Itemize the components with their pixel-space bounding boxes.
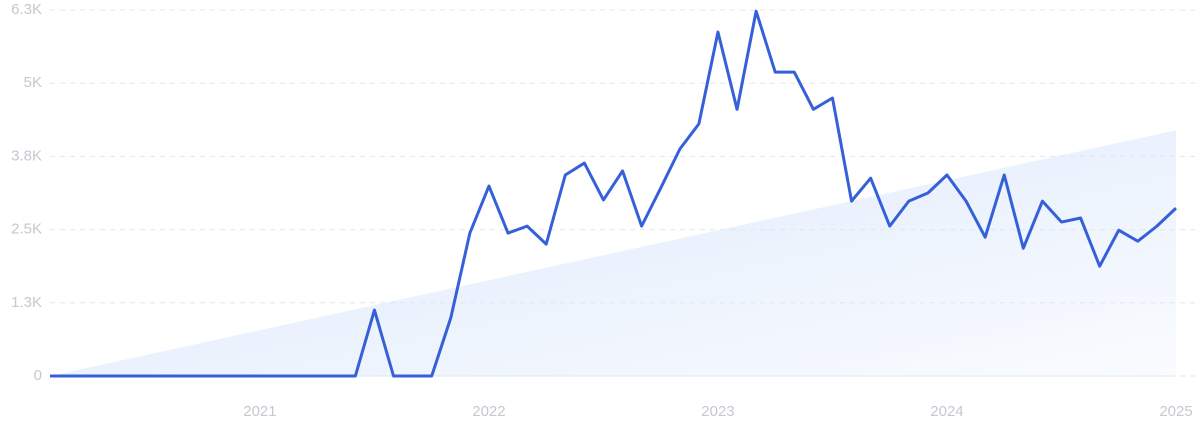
x-tick-label: 2024 <box>930 403 963 420</box>
y-tick-label: 3.8K <box>11 147 42 164</box>
data-line <box>50 9 1178 378</box>
x-tick-label: 2025 <box>1159 403 1192 420</box>
trend-area <box>50 130 1176 376</box>
y-tick-label: 6.3K <box>11 1 42 18</box>
x-tick-label: 2021 <box>243 403 276 420</box>
y-tick-label: 5K <box>24 74 42 91</box>
y-tick-label: 1.3K <box>11 294 42 311</box>
y-tick-label: 0 <box>34 367 42 384</box>
x-tick-label: 2022 <box>472 403 505 420</box>
x-tick-label: 2023 <box>701 403 734 420</box>
y-tick-label: 2.5K <box>11 221 42 238</box>
